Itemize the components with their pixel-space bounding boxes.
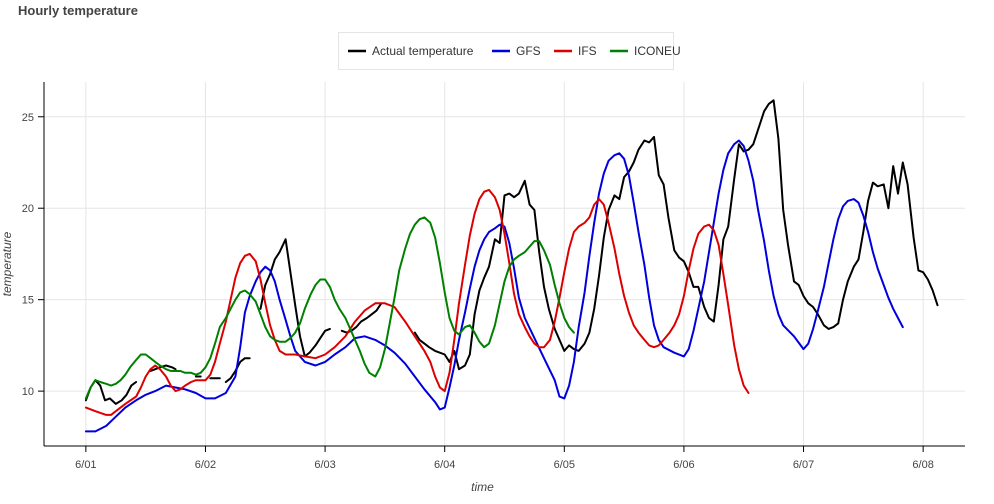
y-axis-label: temperature <box>0 231 14 296</box>
series-line-iconeu <box>84 216 575 400</box>
y-tick-label: 15 <box>22 295 34 307</box>
series-line-ifs <box>84 188 750 416</box>
x-tick-label: 6/07 <box>793 459 814 471</box>
y-tick-label: 25 <box>22 112 34 124</box>
x-tick-label: 6/06 <box>673 459 694 471</box>
legend-label-actual-temperature: Actual temperature <box>372 44 474 58</box>
series-line-actual-temperature <box>340 302 383 334</box>
x-tick-label: 6/01 <box>75 459 96 471</box>
series-line-actual-temperature <box>259 238 331 358</box>
x-tick-label: 6/02 <box>195 459 216 471</box>
x-tick-label: 6/04 <box>434 459 455 471</box>
series-line-gfs <box>84 139 904 433</box>
chart-title: Hourly temperature <box>18 3 138 18</box>
y-tick-label: 20 <box>22 203 34 215</box>
x-axis-label: time <box>471 480 494 494</box>
legend-label-iconeu: ICONEU <box>634 44 681 58</box>
legend-label-gfs: GFS <box>516 44 541 58</box>
x-tick-label: 6/08 <box>912 459 933 471</box>
y-tick-label: 10 <box>22 386 34 398</box>
x-tick-label: 6/03 <box>314 459 335 471</box>
legend-label-ifs: IFS <box>578 44 597 58</box>
x-tick-label: 6/05 <box>554 459 575 471</box>
